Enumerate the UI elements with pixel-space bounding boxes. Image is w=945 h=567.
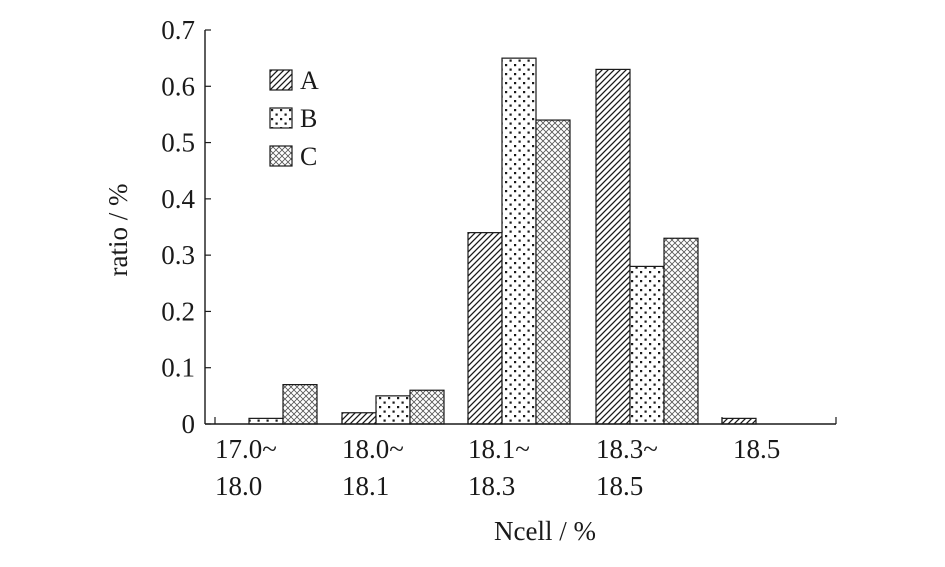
y-tick-label-3: 0.3 (161, 240, 195, 270)
y-tick-label-0: 0 (182, 409, 196, 439)
category-label-3-line1: 18.3~ (596, 434, 658, 464)
legend-label-b: B (300, 104, 317, 133)
y-tick-label-7: 0.7 (161, 15, 195, 45)
y-tick-label-4: 0.4 (161, 184, 195, 214)
y-ticks-layer: 0 0.1 0.2 0.3 0.4 0.5 0.6 0.7 (161, 15, 211, 439)
legend-label-c: C (300, 142, 317, 171)
y-tick-label-5: 0.5 (161, 128, 195, 158)
category-label-2-line1: 18.1~ (468, 434, 530, 464)
bar-b-2 (501, 57, 537, 425)
bar-a-3 (595, 68, 631, 425)
y-tick-label-1: 0.1 (161, 353, 195, 383)
legend-swatch-a (269, 69, 293, 91)
legend-swatch-b (269, 107, 293, 129)
legend-label-a: A (300, 66, 319, 95)
bar-a-4 (721, 417, 757, 425)
y-tick-label-6: 0.6 (161, 71, 195, 101)
bar-a-1 (341, 412, 377, 425)
bar-c-3 (663, 237, 699, 425)
category-label-4-line1: 18.5 (733, 434, 780, 464)
category-label-1-line1: 18.0~ (342, 434, 404, 464)
bar-b-3 (629, 265, 665, 425)
category-label-1-line2: 18.1 (342, 471, 389, 501)
bar-c-0 (282, 384, 318, 425)
bar-a-2 (467, 232, 503, 425)
category-label-2-line2: 18.3 (468, 471, 515, 501)
bar-c-2 (535, 119, 571, 425)
category-label-0-line2: 18.0 (215, 471, 262, 501)
bar-b-0 (248, 417, 284, 425)
x-axis-title: Ncell / % (494, 516, 596, 546)
y-tick-label-2: 0.2 (161, 296, 195, 326)
category-label-3-line2: 18.5 (596, 471, 643, 501)
y-axis-title: ratio / % (103, 184, 133, 277)
bar-c-1 (409, 389, 445, 425)
bars-layer (248, 57, 757, 425)
bar-b-1 (375, 395, 411, 425)
category-labels-layer: 17.0~ 18.0 18.0~ 18.1 18.1~ 18.3 18.3~ 18.5 18.5 (215, 434, 780, 501)
legend: ABC (269, 66, 319, 171)
category-label-0-line1: 17.0~ (215, 434, 277, 464)
axes-layer (204, 30, 837, 425)
legend-swatch-c (269, 145, 293, 167)
